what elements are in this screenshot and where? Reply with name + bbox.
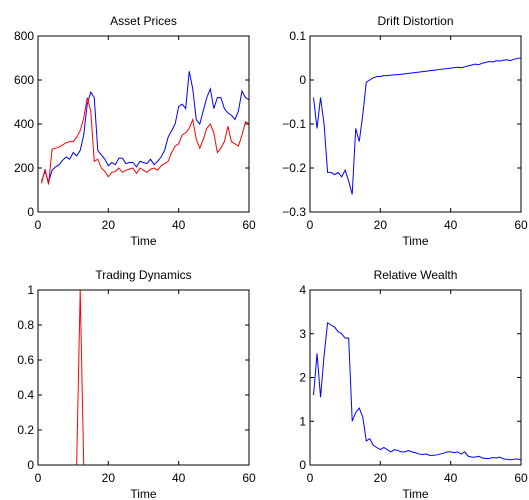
series-line-1 xyxy=(41,290,249,465)
series-line-1 xyxy=(313,321,521,461)
x-axis-label: Time xyxy=(402,234,429,248)
y-tick-label: 0.4 xyxy=(17,388,34,402)
y-tick-label: 800 xyxy=(14,29,34,43)
x-tick-label: 40 xyxy=(444,218,458,232)
x-tick-label: 20 xyxy=(102,471,116,485)
x-tick-label: 20 xyxy=(102,218,116,232)
y-tick-label: 1 xyxy=(27,283,34,297)
chart-title: Relative Wealth xyxy=(374,268,458,282)
x-tick-label: 20 xyxy=(374,218,388,232)
subplot-drift-distortion: Drift Distortion Time 0 20 40 60 −0.3 −0.2 −0.… xyxy=(282,14,528,248)
y-tick-label: 0 xyxy=(27,205,34,219)
x-tick-label: 60 xyxy=(514,218,528,232)
x-tick-label: 60 xyxy=(242,218,256,232)
y-tick-label: 2 xyxy=(299,371,306,385)
y-tick-label: 0.2 xyxy=(17,423,34,437)
chart-title: Asset Prices xyxy=(110,14,177,28)
axes-frame xyxy=(37,35,250,213)
x-tick-label: 40 xyxy=(172,471,186,485)
y-tick-label: 1 xyxy=(299,414,306,428)
axes-frame xyxy=(309,289,522,466)
x-tick-label: 0 xyxy=(35,471,42,485)
y-tick-label: 0 xyxy=(27,458,34,472)
y-tick-label: −0.1 xyxy=(282,117,306,131)
y-tick-label: 0.8 xyxy=(17,318,34,332)
x-tick-label: 0 xyxy=(307,471,314,485)
x-axis-label: Time xyxy=(130,487,157,500)
series-line-2 xyxy=(41,97,249,185)
y-tick-label: −0.2 xyxy=(282,161,306,175)
x-tick-label: 0 xyxy=(35,218,42,232)
axes-frame xyxy=(309,35,522,213)
y-tick-label: −0.3 xyxy=(282,205,306,219)
subplot-trading-dynamics: Trading Dynamics Time 0 20 40 60 0 0.2 0.4 0.6 0… xyxy=(17,268,256,500)
axes-frame xyxy=(37,289,250,466)
x-tick-label: 0 xyxy=(307,218,314,232)
series-line-1 xyxy=(313,57,521,195)
y-tick-label: 0.6 xyxy=(17,353,34,367)
subplot-relative-wealth: Relative Wealth Time 0 20 40 60 0 1 2 3 4 xyxy=(299,268,528,500)
y-tick-label: 3 xyxy=(299,327,306,341)
y-tick-label: 0.1 xyxy=(289,29,306,43)
x-tick-label: 40 xyxy=(172,218,186,232)
x-axis-label: Time xyxy=(130,234,157,248)
chart-title: Trading Dynamics xyxy=(95,268,191,282)
x-tick-label: 20 xyxy=(374,471,388,485)
chart-title: Drift Distortion xyxy=(377,14,453,28)
x-tick-label: 60 xyxy=(514,471,528,485)
series-line-1 xyxy=(41,71,249,185)
y-tick-label: 400 xyxy=(14,117,34,131)
y-tick-label: 0 xyxy=(299,73,306,87)
y-tick-label: 4 xyxy=(299,283,306,297)
y-tick-label: 200 xyxy=(14,161,34,175)
x-axis-label: Time xyxy=(402,487,429,500)
x-tick-label: 60 xyxy=(242,471,256,485)
x-tick-label: 40 xyxy=(444,471,458,485)
y-tick-label: 600 xyxy=(14,73,34,87)
y-tick-label: 0 xyxy=(299,458,306,472)
